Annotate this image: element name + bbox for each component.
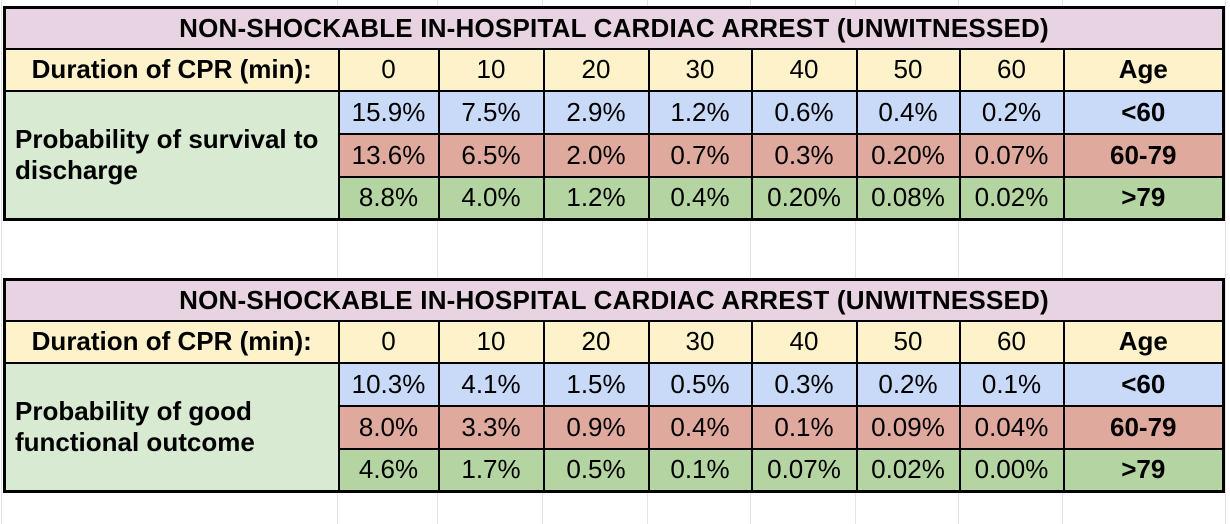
value-cell[interactable]: 7.5%	[437, 89, 545, 135]
duration-value-cell[interactable]: 30	[647, 47, 753, 92]
value-cell[interactable]: 13.6%	[337, 132, 440, 178]
value-cell[interactable]: 0.08%	[855, 175, 961, 221]
value-cell[interactable]: 6.5%	[437, 132, 545, 178]
value-cell[interactable]: 0.07%	[750, 447, 858, 493]
value-cell[interactable]: 0.4%	[647, 404, 753, 450]
value-cell[interactable]: 0.3%	[750, 132, 858, 178]
age-group-cell[interactable]: 60-79	[1062, 404, 1225, 450]
gridline	[1, 0, 2, 524]
probability-label-cell[interactable]: Probability of survival to discharge	[3, 89, 340, 221]
value-cell[interactable]: 0.4%	[647, 175, 753, 221]
gridline	[855, 0, 856, 524]
age-header-cell[interactable]: Age	[1062, 319, 1225, 364]
value-cell[interactable]: 0.4%	[855, 89, 961, 135]
gridline	[647, 0, 648, 524]
value-cell[interactable]: 1.7%	[437, 447, 545, 493]
duration-label-cell[interactable]: Duration of CPR (min):	[3, 319, 340, 364]
duration-value-cell[interactable]: 0	[337, 47, 440, 92]
value-cell[interactable]: 2.9%	[542, 89, 650, 135]
survival-to-discharge-table: NON-SHOCKABLE IN-HOSPITAL CARDIAC ARREST…	[3, 6, 1226, 221]
value-cell[interactable]: 0.20%	[750, 175, 858, 221]
value-cell[interactable]: 0.5%	[647, 361, 753, 407]
value-cell[interactable]: 0.3%	[750, 361, 858, 407]
duration-label-cell[interactable]: Duration of CPR (min):	[3, 47, 340, 92]
value-cell[interactable]: 1.2%	[647, 89, 753, 135]
value-cell[interactable]: 0.00%	[958, 447, 1065, 493]
value-cell[interactable]: 10.3%	[337, 361, 440, 407]
gridline	[337, 0, 338, 524]
value-cell[interactable]: 0.2%	[855, 361, 961, 407]
value-cell[interactable]: 0.09%	[855, 404, 961, 450]
value-cell[interactable]: 0.6%	[750, 89, 858, 135]
value-cell[interactable]: 0.20%	[855, 132, 961, 178]
value-cell[interactable]: 15.9%	[337, 89, 440, 135]
value-cell[interactable]: 0.07%	[958, 132, 1065, 178]
table-title-cell[interactable]: NON-SHOCKABLE IN-HOSPITAL CARDIAC ARREST…	[3, 6, 1225, 50]
age-header-cell[interactable]: Age	[1062, 47, 1225, 92]
duration-value-cell[interactable]: 20	[542, 319, 650, 364]
value-cell[interactable]: 0.1%	[647, 447, 753, 493]
value-cell[interactable]: 0.2%	[958, 89, 1065, 135]
value-cell[interactable]: 8.8%	[337, 175, 440, 221]
gridline	[437, 0, 438, 524]
value-cell[interactable]: 0.02%	[958, 175, 1065, 221]
duration-value-cell[interactable]: 50	[855, 319, 961, 364]
duration-value-cell[interactable]: 60	[958, 319, 1065, 364]
gridline	[1225, 0, 1226, 524]
probability-label-cell[interactable]: Probability of good functional outcome	[3, 361, 340, 493]
gridline	[542, 0, 543, 524]
duration-value-cell[interactable]: 10	[437, 319, 545, 364]
table-title-cell[interactable]: NON-SHOCKABLE IN-HOSPITAL CARDIAC ARREST…	[3, 278, 1225, 322]
value-cell[interactable]: 0.7%	[647, 132, 753, 178]
good-functional-outcome-table: NON-SHOCKABLE IN-HOSPITAL CARDIAC ARREST…	[3, 278, 1226, 493]
value-cell[interactable]: 3.3%	[437, 404, 545, 450]
duration-value-cell[interactable]: 20	[542, 47, 650, 92]
duration-value-cell[interactable]: 30	[647, 319, 753, 364]
value-cell[interactable]: 8.0%	[337, 404, 440, 450]
value-cell[interactable]: 2.0%	[542, 132, 650, 178]
age-group-cell[interactable]: 60-79	[1062, 132, 1225, 178]
age-group-cell[interactable]: <60	[1062, 361, 1225, 407]
duration-value-cell[interactable]: 10	[437, 47, 545, 92]
duration-value-cell[interactable]: 40	[750, 319, 858, 364]
age-group-cell[interactable]: >79	[1062, 175, 1225, 221]
duration-value-cell[interactable]: 0	[337, 319, 440, 364]
duration-value-cell[interactable]: 60	[958, 47, 1065, 92]
gridline	[1062, 0, 1063, 524]
value-cell[interactable]: 1.2%	[542, 175, 650, 221]
age-group-cell[interactable]: <60	[1062, 89, 1225, 135]
value-cell[interactable]: 0.1%	[750, 404, 858, 450]
value-cell[interactable]: 1.5%	[542, 361, 650, 407]
value-cell[interactable]: 4.1%	[437, 361, 545, 407]
value-cell[interactable]: 4.6%	[337, 447, 440, 493]
age-group-cell[interactable]: >79	[1062, 447, 1225, 493]
duration-value-cell[interactable]: 50	[855, 47, 961, 92]
gridline	[958, 0, 959, 524]
value-cell[interactable]: 0.9%	[542, 404, 650, 450]
gridline	[750, 0, 751, 524]
value-cell[interactable]: 0.5%	[542, 447, 650, 493]
value-cell[interactable]: 4.0%	[437, 175, 545, 221]
duration-value-cell[interactable]: 40	[750, 47, 858, 92]
value-cell[interactable]: 0.04%	[958, 404, 1065, 450]
value-cell[interactable]: 0.1%	[958, 361, 1065, 407]
value-cell[interactable]: 0.02%	[855, 447, 961, 493]
